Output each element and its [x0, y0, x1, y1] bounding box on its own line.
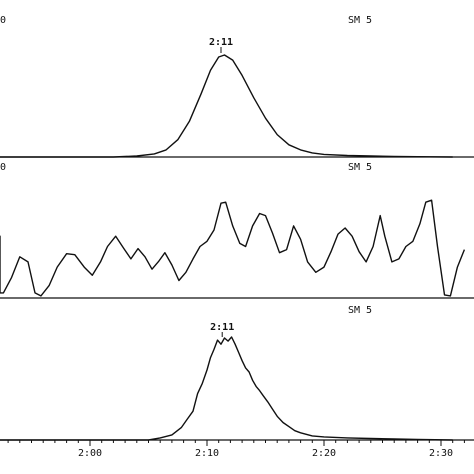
panel-bottom-right-label: SM 5 [348, 305, 372, 316]
panel-top-trace [0, 54, 453, 158]
panel-bottom-peak-label: 2:11 [210, 322, 234, 333]
panel-middle: 0 SM 5 [0, 162, 474, 299]
panel-top-peak-label: 2:11 [209, 37, 233, 48]
x-tick-label: 2:30 [429, 448, 453, 459]
panel-bottom: SM 5 2:11 [0, 305, 474, 441]
panel-middle-trace [0, 199, 466, 297]
panel-top-left-label: 0 [0, 15, 6, 26]
x-tick-label: 2:20 [312, 448, 336, 459]
panel-top: 0 SM 5 2:11 [0, 15, 474, 158]
panel-top-right-label: SM 5 [348, 15, 372, 26]
panel-bottom-trace [0, 336, 453, 441]
x-tick-label: 2:10 [195, 448, 219, 459]
x-tick-label: 2:00 [78, 448, 102, 459]
panel-middle-left-label: 0 [0, 162, 6, 173]
x-axis: 2:00 2:10 2:20 2:30 [7, 440, 465, 459]
panel-middle-right-label: SM 5 [348, 162, 372, 173]
